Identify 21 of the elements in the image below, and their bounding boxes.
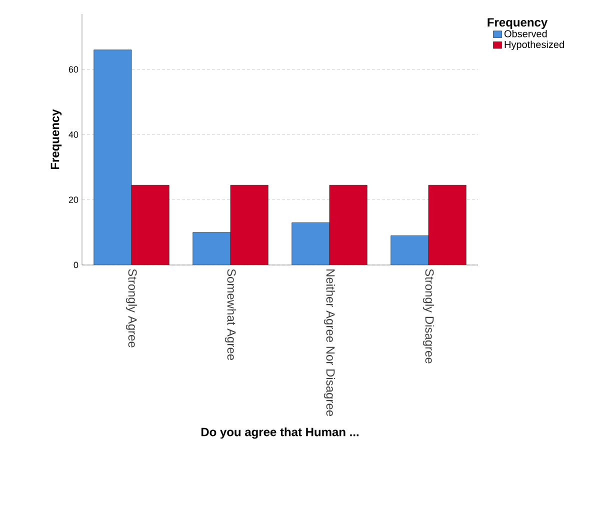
y-tick-label: 20: [68, 196, 78, 203]
y-axis-title: Frequency: [50, 109, 62, 170]
bar: [192, 232, 231, 265]
x-tick-label: Somewhat Agree: [224, 269, 236, 360]
legend-label: Hypothesized: [504, 40, 564, 50]
bar: [329, 184, 368, 265]
legend-label: Observed: [504, 30, 547, 38]
bar: [428, 184, 466, 265]
bar: [230, 184, 268, 265]
bar: [94, 50, 132, 265]
bar: [390, 235, 429, 265]
x-tick-label: Neither Agree Nor Disagree: [324, 270, 336, 416]
bar: [131, 184, 170, 265]
legend-title: Frequency: [488, 18, 548, 29]
y-tick-label: 60: [68, 66, 78, 73]
x-tick-label: Strongly Agree: [126, 269, 138, 348]
bar: [292, 222, 330, 265]
x-axis-title: Do you agree that Human ...: [201, 427, 359, 439]
y-tick-label: 0: [74, 262, 78, 268]
x-tick-label: Strongly Disagree: [422, 269, 434, 364]
y-tick-label: 40: [68, 131, 78, 138]
